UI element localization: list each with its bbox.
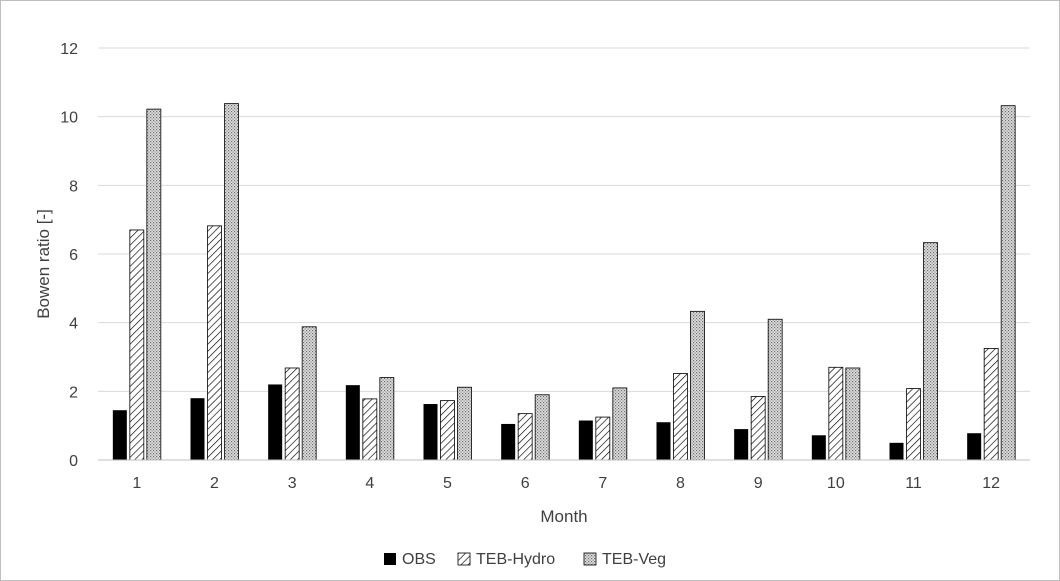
bar-teb-hydro-month-2 [207,225,222,461]
x-tick-label: 8 [676,475,685,492]
bar-obs-month-8 [656,422,671,460]
gridlines [98,47,1030,392]
x-axis-title: Month [540,507,587,526]
bar-teb-veg-month-4 [379,377,395,461]
bar-obs-month-4 [345,385,360,460]
bar-teb-hydro-month-9 [750,396,766,461]
x-tick-label: 7 [598,475,607,492]
x-tick-label: 9 [754,475,763,492]
bar-teb-hydro-month-10 [828,366,844,461]
bar-teb-veg-month-2 [224,103,239,461]
bar-teb-hydro-month-12 [983,348,999,461]
bar-obs-month-10 [811,435,826,460]
bar-teb-veg-month-11 [923,242,938,461]
legend-swatch-teb-veg [583,552,597,566]
legend-swatch-teb-hydro [457,552,471,566]
legend-swatch-obs [384,553,396,565]
x-tick-label: 4 [365,475,374,492]
bar-obs-month-2 [190,398,205,460]
bar-teb-hydro-month-1 [129,229,145,461]
bar-obs-month-11 [889,442,904,460]
y-tick-label: 6 [69,247,78,264]
y-axis-title: Bowen ratio [-] [34,209,53,319]
legend: OBS TEB-Hydro TEB-Veg [384,551,666,568]
x-tick-label: 2 [210,475,219,492]
bar-teb-hydro-month-5 [440,400,455,461]
bar-teb-hydro-month-4 [362,398,378,461]
bars [112,103,1016,461]
y-tick-label: 12 [60,41,78,58]
bar-obs-month-1 [112,410,127,460]
x-tick-label: 6 [521,475,530,492]
bar-teb-hydro-month-8 [673,373,688,461]
bar-obs-month-3 [268,384,283,460]
bar-teb-veg-month-12 [1000,105,1016,461]
bar-teb-veg-month-1 [146,108,162,461]
bar-obs-month-9 [734,429,749,460]
bar-teb-hydro-month-3 [284,367,300,461]
bar-teb-veg-month-10 [845,367,861,461]
y-tick-label: 8 [69,178,78,195]
x-tick-label: 5 [443,475,452,492]
legend-label-teb-hydro: TEB-Hydro [476,551,555,568]
bar-obs-month-5 [423,404,438,460]
x-tick-label: 10 [827,475,845,492]
y-tick-label: 0 [69,453,78,470]
x-tick-label: 3 [288,475,297,492]
bar-teb-hydro-month-11 [906,388,921,461]
bar-teb-hydro-month-6 [517,413,533,461]
legend-label-teb-veg: TEB-Veg [602,551,666,568]
bar-teb-hydro-month-7 [595,416,611,461]
y-tick-label: 2 [69,384,78,401]
bar-obs-month-6 [501,423,516,460]
legend-label-obs: OBS [402,551,436,568]
bar-obs-month-7 [578,420,593,460]
x-tick-label: 12 [982,475,1000,492]
bar-obs-month-12 [967,433,982,460]
bar-teb-veg-month-5 [457,386,472,461]
bar-teb-veg-month-9 [767,318,783,461]
bar-teb-veg-month-7 [612,387,628,461]
bar-teb-veg-month-3 [301,326,317,461]
y-tick-label: 10 [60,110,78,127]
x-tick-label: 1 [132,475,141,492]
x-tick-label: 11 [905,475,922,492]
bar-teb-veg-month-6 [534,394,550,461]
bar-teb-veg-month-8 [690,310,705,461]
y-tick-label: 4 [69,316,78,333]
